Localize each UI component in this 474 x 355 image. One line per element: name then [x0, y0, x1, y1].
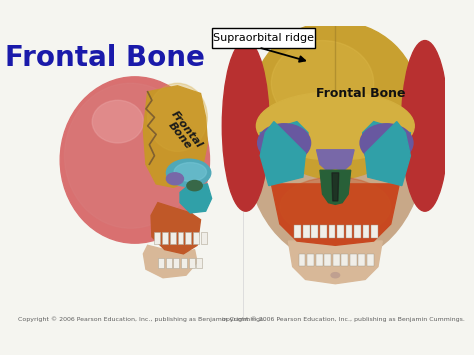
- Polygon shape: [333, 254, 339, 266]
- Text: Frontal
Bone: Frontal Bone: [162, 109, 205, 156]
- Text: Copyright © 2006 Pearson Education, Inc., publishing as Benjamin Cummings.: Copyright © 2006 Pearson Education, Inc.…: [18, 316, 265, 322]
- Ellipse shape: [166, 173, 183, 185]
- Polygon shape: [328, 225, 335, 239]
- Polygon shape: [201, 232, 207, 244]
- Polygon shape: [170, 232, 176, 244]
- Polygon shape: [311, 225, 318, 239]
- Polygon shape: [363, 122, 410, 162]
- Polygon shape: [341, 254, 348, 266]
- Polygon shape: [354, 225, 361, 239]
- Polygon shape: [177, 232, 183, 244]
- Polygon shape: [358, 254, 365, 266]
- Polygon shape: [271, 184, 399, 245]
- Polygon shape: [165, 258, 172, 268]
- Text: Frontal Bone: Frontal Bone: [5, 44, 205, 72]
- Ellipse shape: [166, 159, 211, 186]
- Polygon shape: [320, 225, 327, 239]
- Polygon shape: [316, 254, 322, 266]
- Polygon shape: [317, 150, 354, 170]
- Polygon shape: [158, 258, 164, 268]
- Ellipse shape: [360, 124, 413, 162]
- Polygon shape: [294, 225, 301, 239]
- Ellipse shape: [147, 83, 207, 152]
- Polygon shape: [371, 225, 378, 239]
- Polygon shape: [337, 225, 344, 239]
- Polygon shape: [162, 232, 168, 244]
- Ellipse shape: [258, 124, 310, 162]
- FancyBboxPatch shape: [212, 28, 315, 48]
- Polygon shape: [299, 254, 305, 266]
- Polygon shape: [367, 254, 374, 266]
- Polygon shape: [193, 232, 199, 244]
- Polygon shape: [303, 225, 310, 239]
- Ellipse shape: [246, 32, 425, 262]
- Polygon shape: [363, 225, 369, 239]
- Text: Frontal Bone: Frontal Bone: [316, 87, 406, 100]
- Polygon shape: [143, 245, 197, 278]
- Polygon shape: [346, 225, 352, 239]
- Ellipse shape: [331, 273, 339, 278]
- Ellipse shape: [92, 100, 143, 143]
- Polygon shape: [189, 258, 194, 268]
- Text: Supraorbital ridge: Supraorbital ridge: [213, 33, 314, 43]
- Polygon shape: [155, 232, 160, 244]
- Polygon shape: [288, 241, 382, 284]
- Ellipse shape: [187, 180, 202, 191]
- Polygon shape: [260, 122, 305, 186]
- Polygon shape: [173, 258, 179, 268]
- Polygon shape: [260, 122, 308, 162]
- Polygon shape: [181, 258, 187, 268]
- Polygon shape: [185, 232, 191, 244]
- Polygon shape: [365, 122, 410, 186]
- Polygon shape: [320, 170, 351, 204]
- Ellipse shape: [271, 40, 374, 126]
- Polygon shape: [143, 86, 207, 187]
- Ellipse shape: [256, 92, 414, 160]
- Polygon shape: [332, 173, 339, 201]
- Polygon shape: [151, 203, 201, 254]
- Polygon shape: [180, 184, 211, 213]
- Ellipse shape: [64, 83, 197, 228]
- Ellipse shape: [174, 163, 207, 181]
- Ellipse shape: [280, 177, 391, 237]
- Polygon shape: [350, 254, 356, 266]
- Ellipse shape: [401, 40, 448, 211]
- Ellipse shape: [60, 77, 210, 243]
- Polygon shape: [307, 254, 314, 266]
- Ellipse shape: [252, 21, 419, 179]
- Polygon shape: [196, 258, 202, 268]
- Ellipse shape: [222, 40, 269, 211]
- Polygon shape: [324, 254, 331, 266]
- Text: opyright © 2006 Pearson Education, Inc., publishing as Benjamin Cummings.: opyright © 2006 Pearson Education, Inc.,…: [222, 316, 465, 322]
